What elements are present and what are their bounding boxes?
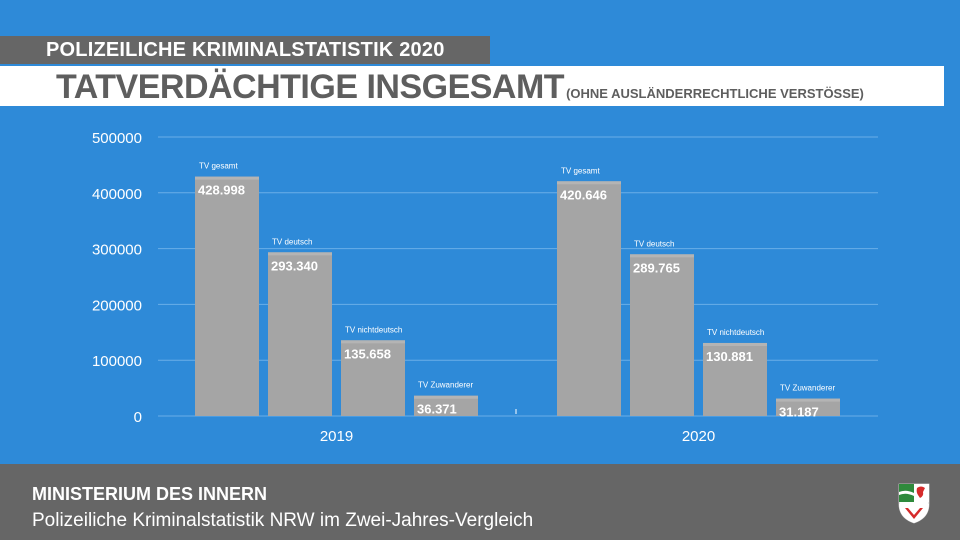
y-tick-label: 0 [134, 409, 142, 426]
bar [195, 176, 259, 416]
bar-cap [703, 342, 767, 346]
bar-series-label: TV nichtdeutsch [707, 328, 764, 337]
y-tick-label: 400000 [92, 186, 142, 203]
bar-cap [414, 395, 478, 399]
page-title: TATVERDÄCHTIGE INSGESAMT [56, 68, 565, 106]
bar-chart: 0 100000 200000 300000 400000 500000 TV gesam… [92, 130, 878, 445]
x-tick-label: 2019 [320, 428, 353, 445]
bar [414, 395, 478, 416]
bar-series-label: TV Zuwanderer [780, 384, 835, 393]
x-axis-ticks: 2019 2020 [320, 409, 715, 445]
bar [341, 340, 405, 416]
y-tick-label: 200000 [92, 297, 142, 314]
bar [776, 398, 840, 416]
bars: TV gesamt 428.998 TV deutsch 293.340 TV nich… [195, 162, 840, 420]
y-tick-label: 300000 [92, 242, 142, 259]
footer: MINISTERIUM DES INNERN Polizeiliche Krim… [0, 464, 960, 540]
bar-cap [341, 340, 405, 344]
bar-series-label: TV deutsch [634, 239, 674, 248]
bar-value-label: 293.340 [271, 258, 318, 273]
bar-value-label: 428.998 [198, 183, 245, 198]
nrw-coat-of-arms-icon [898, 483, 930, 524]
bar [703, 342, 767, 416]
bar-cap [195, 176, 259, 180]
bar [630, 254, 694, 416]
bar-value-label: 31.187 [779, 405, 819, 420]
y-axis-ticks: 0 100000 200000 300000 400000 500000 [92, 130, 142, 426]
y-tick-label: 100000 [92, 353, 142, 370]
bar-cap [776, 398, 840, 402]
bar-cap [268, 252, 332, 256]
bar-value-label: 130.881 [706, 349, 753, 364]
bar-cap [630, 254, 694, 258]
bar-series-label: TV deutsch [272, 237, 312, 246]
footer-subtitle: Polizeiliche Kriminalstatistik NRW im Zw… [32, 510, 534, 531]
y-tick-label: 500000 [92, 130, 142, 147]
bar-value-label: 289.765 [633, 260, 680, 275]
bar-series-label: TV gesamt [561, 166, 600, 175]
bar [557, 181, 621, 416]
bar-series-label: TV gesamt [199, 162, 238, 171]
bar [268, 252, 332, 416]
grid-layer [158, 136, 878, 417]
bar-value-label: 36.371 [417, 402, 457, 417]
page-subtitle: (OHNE AUSLÄNDERRECHTLICHE VERSTÖSSE) [566, 86, 864, 101]
bar-cap [557, 181, 621, 185]
bar-value-label: 135.658 [344, 346, 391, 361]
bar-series-label: TV Zuwanderer [418, 381, 473, 390]
bar-value-label: 420.646 [560, 187, 607, 202]
report-badge: POLIZEILICHE KRIMINALSTATISTIK 2020 [0, 36, 490, 64]
title-bar: TATVERDÄCHTIGE INSGESAMT (OHNE AUSLÄNDERR… [0, 66, 944, 106]
bar-series-label: TV nichtdeutsch [345, 325, 402, 334]
x-tick-label: 2020 [682, 428, 715, 445]
footer-title: MINISTERIUM DES INNERN [32, 484, 268, 504]
